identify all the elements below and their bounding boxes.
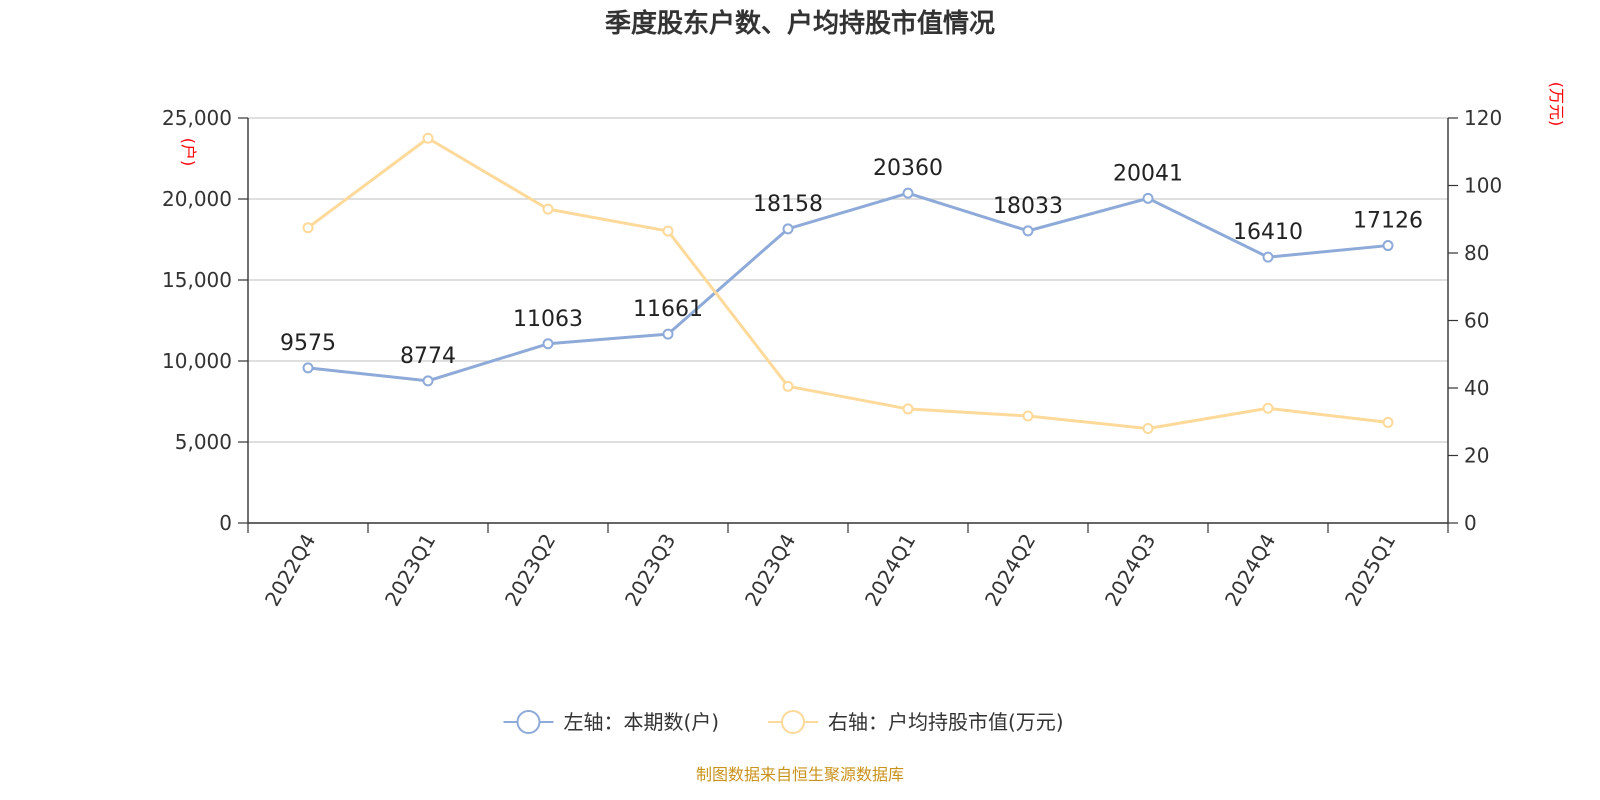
- x-axis-tick-label: 2023Q3: [620, 530, 680, 611]
- holder-count-data-label: 20041: [1113, 161, 1183, 186]
- source-note: 制图数据来自恒生聚源数据库: [696, 765, 904, 784]
- left-axis-tick-label: 10,000: [162, 349, 232, 373]
- holder-count-data-label: 20360: [873, 156, 943, 181]
- series-layer: 9575 8774 11063 11661 18158 20360 18033 20041 16…: [280, 132, 1423, 434]
- left-axis-tick-label: 0: [219, 511, 232, 535]
- avg-value-point: [1382, 416, 1394, 428]
- right-axis-tick-label: 120: [1464, 106, 1502, 130]
- left-axis-tick-label: 25,000: [162, 106, 232, 130]
- axes: 0 5,000 10,000 15,000 20,000 25,000 0 20 40 60 80 1…: [162, 106, 1502, 610]
- avg-value-point: [422, 132, 434, 144]
- x-axis-tick-label: 2023Q1: [380, 530, 440, 611]
- avg-value-point: [902, 403, 914, 415]
- holder-count-point: [902, 187, 914, 199]
- right-axis-tick-label: 20: [1464, 444, 1489, 468]
- x-axis-tick-label: 2024Q3: [1100, 530, 1160, 611]
- legend-label: 左轴：本期数(户): [564, 710, 720, 734]
- left-axis-tick-label: 20,000: [162, 187, 232, 211]
- avg-value-point: [1262, 402, 1274, 414]
- holder-count-point: [1142, 192, 1154, 204]
- legend-label: 右轴：户均持股市值(万元): [828, 710, 1064, 734]
- left-axis-unit: (户): [179, 138, 198, 167]
- holder-count-point: [542, 338, 554, 350]
- holder-count-data-label: 11661: [633, 297, 703, 322]
- grid-lines: [248, 117, 1448, 443]
- holder-count-data-label: 18158: [753, 192, 823, 217]
- right-axis-unit: (万元): [1547, 82, 1566, 127]
- avg-value-point: [662, 225, 674, 237]
- holder-count-data-label: 11063: [513, 307, 583, 332]
- left-axis-tick-label: 5,000: [175, 430, 232, 454]
- right-axis-tick-label: 100: [1464, 174, 1502, 198]
- x-axis-tick-label: 2025Q1: [1340, 530, 1400, 611]
- chart-title: 季度股东户数、户均持股市值情况: [605, 8, 995, 39]
- holder-count-data-label: 8774: [400, 344, 456, 369]
- x-axis-tick-label: 2023Q2: [500, 530, 560, 611]
- x-axis-tick-label: 2023Q4: [740, 530, 800, 611]
- x-axis-tick-label: 2022Q4: [260, 530, 320, 611]
- holder-count-data-label: 17126: [1353, 209, 1423, 234]
- avg-value-point: [1022, 410, 1034, 422]
- avg-value-line: [307, 136, 1389, 430]
- holder-count-point: [422, 375, 434, 387]
- right-axis-tick-label: 40: [1464, 376, 1489, 400]
- holder-count-point: [302, 362, 314, 374]
- right-axis-tick-label: 60: [1464, 309, 1489, 333]
- holder-count-data-label: 16410: [1233, 220, 1303, 245]
- holder-count-point: [782, 223, 794, 235]
- holder-count-point: [1382, 240, 1394, 252]
- legend-item[interactable]: 右轴：户均持股市值(万元): [768, 710, 1064, 734]
- legend: 左轴：本期数(户) 右轴：户均持股市值(万元): [503, 710, 1064, 734]
- right-axis-tick-label: 0: [1464, 511, 1477, 535]
- holder-count-data-label: 18033: [993, 194, 1063, 219]
- holder-count-data-label: 9575: [280, 331, 336, 356]
- avg-value-point: [782, 380, 794, 392]
- legend-symbol-marker: [516, 710, 541, 734]
- avg-value-point: [542, 203, 554, 215]
- holder-count-point: [1022, 225, 1034, 237]
- holder-count-line: [307, 191, 1389, 383]
- left-axis-tick-label: 15,000: [162, 268, 232, 292]
- legend-item[interactable]: 左轴：本期数(户): [503, 710, 720, 734]
- x-axis-tick-label: 2024Q4: [1220, 530, 1280, 611]
- x-axis-tick-label: 2024Q1: [860, 530, 920, 611]
- x-axis-tick-label: 2024Q2: [980, 530, 1040, 611]
- holder-count-point: [1262, 251, 1274, 263]
- legend-symbol-marker: [781, 710, 805, 734]
- right-axis-tick-label: 80: [1464, 241, 1489, 265]
- avg-value-point: [1142, 423, 1154, 434]
- avg-value-point: [302, 222, 314, 234]
- holder-count-point: [662, 328, 674, 340]
